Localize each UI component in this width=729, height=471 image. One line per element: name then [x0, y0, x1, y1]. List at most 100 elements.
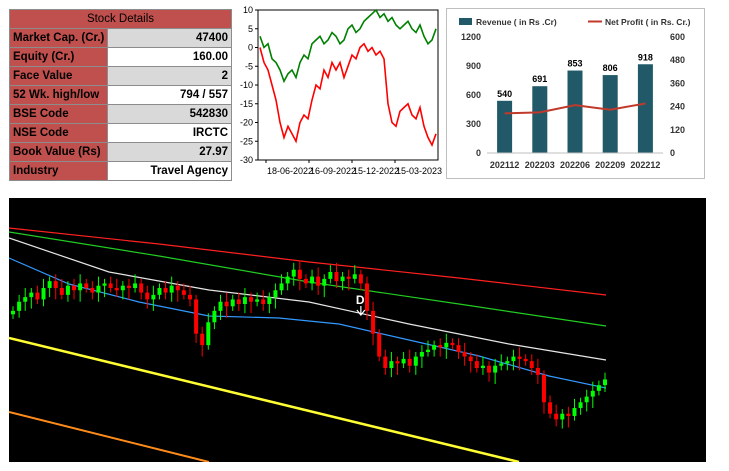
candle-body — [145, 292, 150, 300]
row-value: 160.00 — [107, 47, 232, 67]
candle-body — [163, 288, 168, 293]
candle-body — [72, 285, 77, 291]
candle-body — [181, 290, 186, 295]
x-tick-label: 15-12-2022 — [353, 166, 399, 176]
row-label: 52 Wk. high/low — [8, 85, 109, 105]
table-row: Face Value 2 — [8, 66, 232, 86]
plot-frame — [257, 9, 439, 161]
moving-average-blue — [9, 257, 607, 389]
candle-body — [255, 299, 260, 302]
candle-body — [279, 283, 284, 291]
y-tick-label: -10 — [240, 80, 253, 90]
revenue-data-label: 806 — [603, 63, 618, 73]
candle-body — [285, 276, 290, 284]
y-left-tick-label: 1200 — [461, 32, 481, 42]
moving-average-red — [9, 227, 607, 296]
candle-body — [389, 361, 394, 368]
candle-body — [444, 342, 449, 348]
y-tick-label: -15 — [240, 99, 253, 109]
stock-details-title: Stock Details — [9, 9, 232, 29]
candle-body — [194, 299, 199, 334]
y-tick-label: -25 — [240, 136, 253, 146]
candle-body — [529, 361, 534, 368]
candle-body — [102, 283, 107, 286]
y-left-tick-label: 300 — [466, 119, 481, 129]
candle-body — [560, 413, 565, 420]
candle-body — [474, 361, 479, 368]
candle-body — [291, 269, 296, 277]
candle-body — [230, 299, 235, 307]
candle-body — [413, 356, 418, 366]
candle-body — [212, 310, 217, 323]
x-tick-label: 202203 — [525, 160, 555, 170]
annotation-label: D — [356, 293, 365, 307]
candle-body — [548, 402, 553, 414]
table-row: 52 Wk. high/low 794 / 557 — [8, 85, 232, 105]
row-label: Equity (Cr.) — [8, 47, 109, 67]
revenue-bar — [602, 75, 618, 153]
candle-body — [426, 349, 431, 352]
revenue-data-label: 853 — [567, 59, 582, 69]
candle-body — [566, 413, 571, 416]
stock-details-table: Stock Details Market Cap. (Cr.) 47400 Equ… — [8, 9, 232, 181]
candle-body — [493, 365, 498, 373]
row-value: 27.97 — [107, 142, 232, 162]
revenue-data-label: 691 — [532, 74, 547, 84]
candle-body — [334, 272, 339, 282]
table-row: Industry Travel Agency — [8, 161, 232, 181]
trend-channel-line-yellow — [9, 336, 520, 462]
trend-channel-line-orange — [9, 411, 210, 462]
net-profit-line — [504, 102, 646, 115]
y-left-tick-label: 900 — [466, 61, 481, 71]
legend-label-profit: Net Profit ( in Rs. Cr.) — [605, 17, 691, 27]
annotation-arrow-head — [356, 309, 366, 316]
candle-body — [499, 363, 504, 366]
candle-body — [310, 276, 315, 284]
moving-average-green — [9, 231, 607, 327]
candle-body — [108, 283, 113, 288]
candle-body — [249, 297, 254, 302]
row-value: Travel Agency — [107, 161, 232, 181]
row-label: Book Value (Rs) — [8, 142, 109, 162]
revenue-data-label: 918 — [638, 52, 653, 62]
candle-body — [316, 276, 321, 286]
candle-body — [17, 301, 22, 311]
row-label: Face Value — [8, 66, 109, 86]
candle-body — [535, 368, 540, 375]
moving-average-white — [9, 237, 607, 361]
price-candlestick-chart: D — [9, 227, 607, 462]
candle-body — [346, 276, 351, 279]
candle-body — [84, 283, 89, 288]
candle-body — [419, 352, 424, 357]
candle-body — [120, 285, 125, 291]
candle-body — [541, 374, 546, 403]
candle-body — [35, 292, 40, 300]
x-tick-label: 15-03-2023 — [396, 166, 442, 176]
table-row: BSE Code 542830 — [8, 104, 232, 124]
candle-body — [328, 272, 333, 279]
row-label: Industry — [8, 161, 109, 181]
candle-body — [65, 285, 70, 295]
series-line-1 — [259, 42, 437, 147]
y-left-tick-label: 600 — [466, 90, 481, 100]
y-right-tick-label: 120 — [670, 125, 685, 135]
y-tick-label: -30 — [240, 155, 253, 165]
candle-body — [169, 285, 174, 293]
candle-body — [438, 345, 443, 348]
candle-body — [371, 310, 376, 334]
candle-body — [377, 333, 382, 357]
candle-body — [236, 299, 241, 304]
candle-body — [200, 333, 205, 346]
revenue-bar — [497, 100, 513, 153]
x-tick-label: 16-09-2022 — [310, 166, 356, 176]
candle-body — [267, 297, 272, 304]
candle-body — [511, 356, 516, 362]
candle-body — [517, 356, 522, 359]
row-label: NSE Code — [8, 123, 109, 143]
revenue-bar — [637, 64, 653, 153]
candle-body — [273, 290, 278, 298]
candle-body — [175, 285, 180, 291]
candle-body — [157, 288, 162, 295]
candle-body — [364, 283, 369, 311]
candle-body — [23, 297, 28, 302]
